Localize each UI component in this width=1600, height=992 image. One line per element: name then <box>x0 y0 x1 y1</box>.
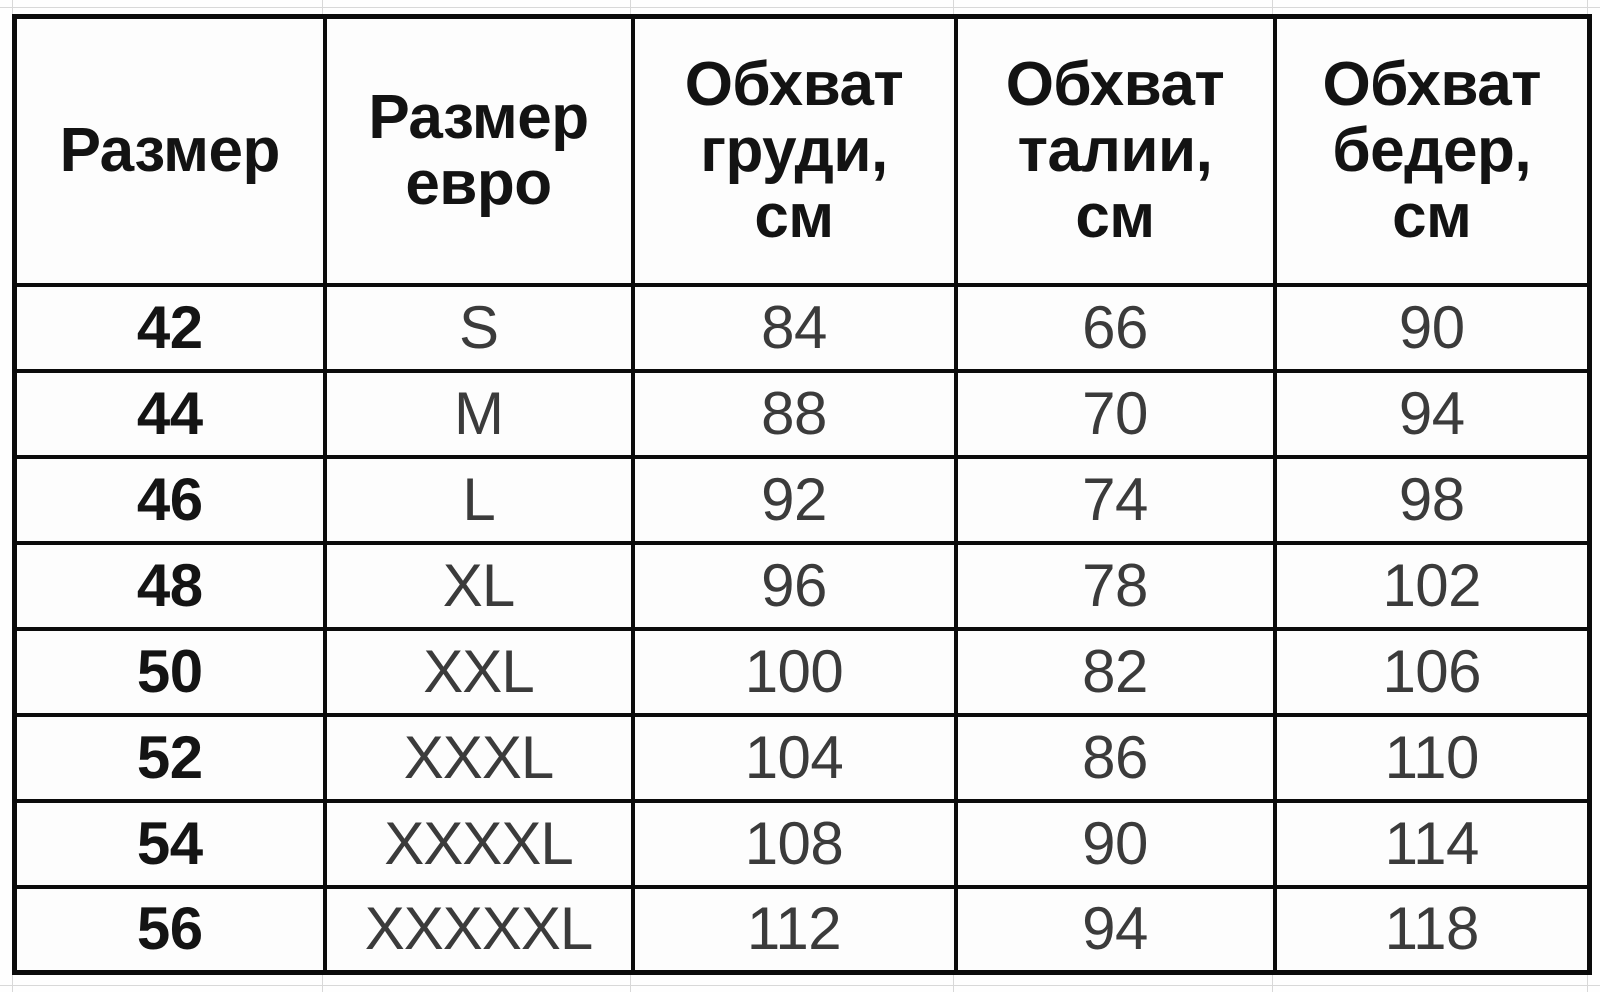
header-line: Обхват <box>1005 50 1225 120</box>
grid-line-horizontal <box>0 7 1600 8</box>
table-header: Размер Размер евро Обхват груди, см Обхв… <box>12 14 1592 287</box>
cell-chest: 84 <box>630 282 958 373</box>
header-line: груди, <box>700 115 888 185</box>
cell-waist: 70 <box>953 368 1277 459</box>
column-header-size-ru: Размер <box>12 14 327 287</box>
cell-hips: 102 <box>1272 540 1592 631</box>
column-header-waist: Обхват талии, см <box>953 14 1277 287</box>
cell-size-ru: 44 <box>12 368 327 459</box>
table-row: 44 M 88 70 94 <box>12 368 1592 459</box>
cell-chest: 96 <box>630 540 958 631</box>
cell-waist: 86 <box>953 712 1277 803</box>
cell-hips: 90 <box>1272 282 1592 373</box>
cell-chest: 88 <box>630 368 958 459</box>
cell-size-ru: 56 <box>12 884 327 975</box>
grid-line-horizontal <box>0 985 1600 986</box>
table-row: 48 XL 96 78 102 <box>12 540 1592 631</box>
table-row: 52 XXXL 104 86 110 <box>12 712 1592 803</box>
table-row: 56 XXXXXL 112 94 118 <box>12 884 1592 975</box>
cell-waist: 82 <box>953 626 1277 717</box>
cell-hips: 94 <box>1272 368 1592 459</box>
header-row: Размер Размер евро Обхват груди, см Обхв… <box>12 14 1592 287</box>
header-line: Размер <box>59 115 281 185</box>
header-line: бедер, <box>1332 115 1532 185</box>
header-line: Обхват <box>1322 50 1542 120</box>
cell-waist: 78 <box>953 540 1277 631</box>
size-chart-table: Размер Размер евро Обхват груди, см Обхв… <box>12 14 1592 975</box>
cell-waist: 66 <box>953 282 1277 373</box>
cell-hips: 98 <box>1272 454 1592 545</box>
cell-size-eu: L <box>322 454 635 545</box>
header-line: см <box>1392 181 1472 251</box>
table-body: 42 S 84 66 90 44 M 88 70 94 46 L 92 74 9… <box>12 282 1592 975</box>
cell-hips: 114 <box>1272 798 1592 889</box>
cell-size-eu: XXXXL <box>322 798 635 889</box>
cell-chest: 108 <box>630 798 958 889</box>
cell-size-eu: XXL <box>322 626 635 717</box>
cell-size-ru: 52 <box>12 712 327 803</box>
header-line: см <box>754 181 834 251</box>
header-line: Обхват <box>684 50 904 120</box>
cell-hips: 110 <box>1272 712 1592 803</box>
table-row: 42 S 84 66 90 <box>12 282 1592 373</box>
cell-size-eu: M <box>322 368 635 459</box>
cell-size-ru: 46 <box>12 454 327 545</box>
cell-size-eu: S <box>322 282 635 373</box>
cell-waist: 74 <box>953 454 1277 545</box>
table-row: 46 L 92 74 98 <box>12 454 1592 545</box>
header-line: евро <box>405 148 552 218</box>
cell-size-eu: XXXL <box>322 712 635 803</box>
cell-size-ru: 42 <box>12 282 327 373</box>
cell-chest: 104 <box>630 712 958 803</box>
cell-size-ru: 50 <box>12 626 327 717</box>
cell-chest: 112 <box>630 884 958 975</box>
cell-size-ru: 54 <box>12 798 327 889</box>
column-header-chest: Обхват груди, см <box>630 14 958 287</box>
cell-waist: 94 <box>953 884 1277 975</box>
cell-chest: 92 <box>630 454 958 545</box>
column-header-hips: Обхват бедер, см <box>1272 14 1592 287</box>
header-line: см <box>1075 181 1155 251</box>
cell-hips: 106 <box>1272 626 1592 717</box>
cell-chest: 100 <box>630 626 958 717</box>
table-row: 50 XXL 100 82 106 <box>12 626 1592 717</box>
header-line: Размер <box>368 83 589 153</box>
cell-size-eu: XXXXXL <box>322 884 635 975</box>
column-header-size-eu: Размер евро <box>322 14 635 287</box>
cell-size-eu: XL <box>322 540 635 631</box>
cell-waist: 90 <box>953 798 1277 889</box>
cell-size-ru: 48 <box>12 540 327 631</box>
table-row: 54 XXXXL 108 90 114 <box>12 798 1592 889</box>
cell-hips: 118 <box>1272 884 1592 975</box>
header-line: талии, <box>1017 115 1213 185</box>
